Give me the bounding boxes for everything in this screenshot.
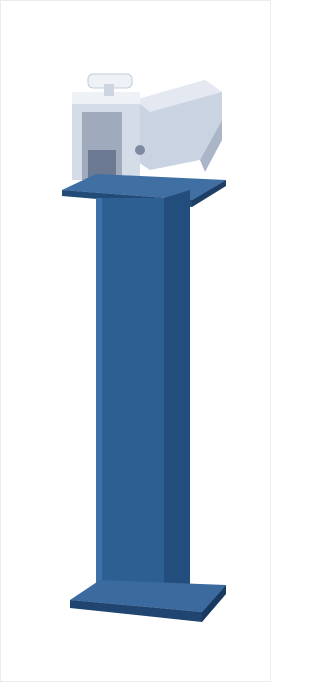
handle-post xyxy=(104,84,114,96)
product-image xyxy=(0,0,271,682)
column-side xyxy=(164,190,190,590)
column-highlight xyxy=(96,198,102,590)
clamp-block xyxy=(88,150,116,178)
column xyxy=(96,190,190,590)
column-front xyxy=(96,198,164,590)
knob xyxy=(135,145,145,155)
